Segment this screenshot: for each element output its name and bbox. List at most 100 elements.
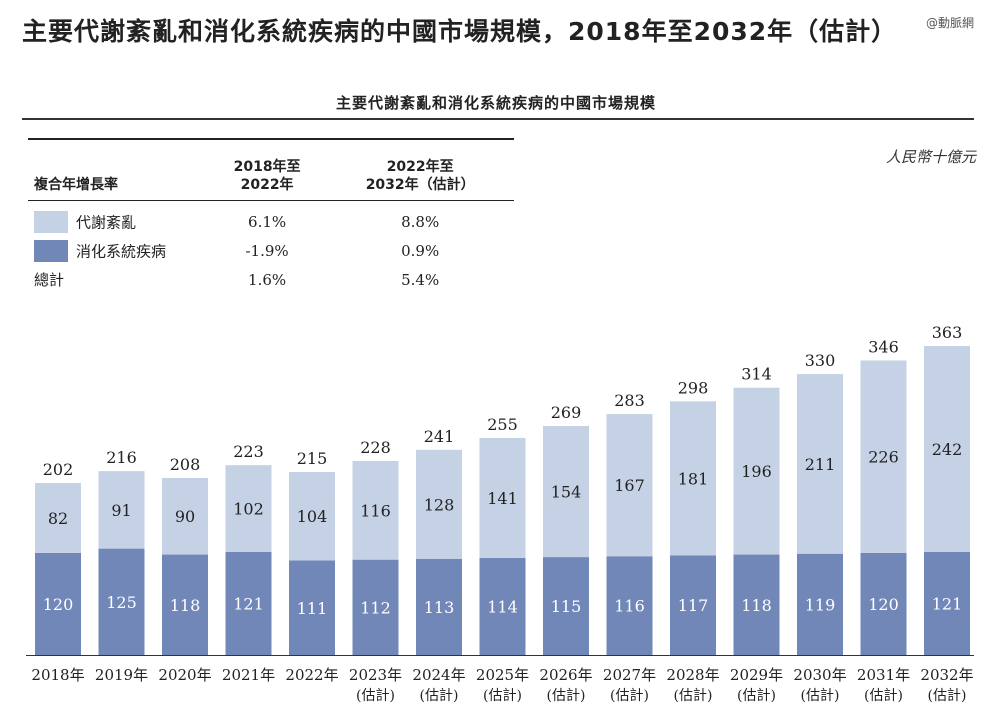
- x-tick-sublabel: (估計): [356, 688, 395, 704]
- bar-metabolic: [543, 426, 589, 558]
- data-label-metabolic: 226: [868, 448, 899, 467]
- data-label-digestive: 117: [678, 596, 709, 615]
- data-label-digestive: 113: [424, 598, 455, 617]
- data-label-digestive: 120: [868, 595, 899, 614]
- x-tick-label: 2020年: [158, 666, 211, 684]
- bar-digestive: [606, 556, 653, 655]
- data-label-total: 346: [868, 337, 899, 356]
- bar-metabolic: [289, 471, 335, 561]
- legend-label: 消化系統疾病: [76, 242, 167, 260]
- x-tick-label: 2030年: [793, 666, 846, 684]
- data-label-metabolic: 181: [678, 469, 709, 488]
- x-tick-label: 2026年: [539, 666, 592, 684]
- bar-digestive: [416, 558, 462, 655]
- x-tick-label: 2025年: [476, 666, 529, 684]
- bar-digestive: [924, 552, 970, 655]
- bar-metabolic: [860, 360, 907, 553]
- table-row: 消化系統疾病 -1.9% 0.9%: [28, 236, 514, 265]
- data-label-total: 298: [678, 378, 709, 397]
- legend-label: 代謝紊亂: [76, 213, 137, 231]
- data-label-total: 330: [805, 351, 836, 370]
- table-header-row: 複合年增長率 2018年至 2022年 2022年至 2032年（估計）: [28, 140, 514, 200]
- data-label-metabolic: 141: [487, 489, 518, 508]
- bar-digestive: [797, 553, 843, 655]
- data-label-metabolic: 128: [424, 495, 455, 514]
- data-label-digestive: 118: [170, 596, 201, 615]
- x-tick-sublabel: (估計): [483, 688, 522, 704]
- x-tick-sublabel: (估計): [801, 688, 840, 704]
- data-label-metabolic: 91: [111, 501, 131, 520]
- unit-label: 人民幣十億元: [885, 148, 976, 166]
- x-tick-label: 2019年: [95, 666, 148, 684]
- cagr-header-period2: 2022年至 2032年（估計）: [326, 158, 514, 194]
- cagr-header-label: 複合年增長率: [34, 177, 118, 193]
- data-label-digestive: 119: [805, 595, 836, 614]
- x-tick-label: 2032年: [920, 666, 973, 684]
- cagr-table: 複合年增長率 2018年至 2022年 2022年至 2032年（估計） 代謝紊…: [28, 138, 514, 294]
- cagr-value: 1.6%: [248, 270, 287, 289]
- bar-digestive: [35, 552, 81, 655]
- bar-digestive: [225, 552, 272, 655]
- data-label-metabolic: 104: [297, 507, 328, 526]
- cagr-header-period2-line2: 2032年（估計）: [365, 177, 475, 193]
- x-tick-label: 2031年: [857, 666, 910, 684]
- data-label-metabolic: 167: [614, 476, 645, 495]
- x-tick-sublabel: (估計): [864, 688, 903, 704]
- data-label-total: 202: [43, 460, 74, 479]
- data-label-digestive: 118: [741, 596, 772, 615]
- x-tick-label: 2018年: [31, 666, 84, 684]
- chart-title: 主要代謝紊亂和消化系統疾病的中國市場規模: [335, 94, 656, 112]
- data-label-metabolic: 90: [175, 507, 195, 526]
- data-label-total: 223: [233, 442, 264, 461]
- bar-digestive: [479, 557, 526, 655]
- data-label-metabolic: 196: [741, 462, 772, 481]
- data-label-digestive: 111: [297, 599, 328, 618]
- data-label-total: 228: [360, 438, 391, 457]
- data-label-digestive: 112: [360, 598, 391, 617]
- watermark: @動脈網: [925, 16, 974, 30]
- bar-metabolic: [733, 387, 780, 555]
- x-tick-sublabel: (估計): [674, 688, 713, 704]
- bar-metabolic: [924, 346, 970, 552]
- data-label-total: 283: [614, 391, 645, 410]
- bar-digestive: [98, 548, 145, 655]
- data-label-digestive: 114: [487, 597, 518, 616]
- x-axis-line: [26, 655, 974, 656]
- bar-metabolic: [797, 374, 843, 554]
- x-tick-label: 2027年: [603, 666, 656, 684]
- data-label-metabolic: 242: [932, 440, 963, 459]
- table-row: 代謝紊亂 6.1% 8.8%: [28, 207, 514, 236]
- data-label-metabolic: 116: [360, 501, 391, 520]
- data-label-total: 363: [932, 323, 963, 342]
- data-label-digestive: 115: [551, 597, 582, 616]
- bar-digestive: [289, 560, 335, 655]
- bar-digestive: [543, 557, 589, 655]
- bar-metabolic: [606, 414, 653, 557]
- data-label-total: 241: [424, 427, 455, 446]
- table-row: 總計 1.6% 5.4%: [28, 265, 514, 294]
- legend-swatch-metabolic: [34, 210, 68, 233]
- table-header-rule: [28, 200, 514, 201]
- chart-title-rule: [22, 118, 974, 120]
- data-label-total: 215: [297, 449, 328, 468]
- bar-metabolic: [225, 465, 272, 552]
- x-tick-sublabel: (估計): [420, 688, 459, 704]
- bar-digestive: [352, 559, 399, 655]
- bar-metabolic: [670, 401, 716, 556]
- bar-digestive: [670, 555, 716, 655]
- data-label-total: 216: [106, 448, 137, 467]
- data-label-metabolic: 102: [233, 500, 264, 519]
- bar-metabolic: [162, 477, 208, 555]
- bar-metabolic: [479, 437, 526, 558]
- bar-digestive: [162, 554, 208, 655]
- x-tick-label: 2022年: [285, 666, 338, 684]
- data-label-metabolic: 82: [48, 509, 68, 528]
- x-tick-sublabel: (估計): [610, 688, 649, 704]
- x-tick-label: 2024年: [412, 666, 465, 684]
- table-top-rule: [28, 138, 514, 140]
- cagr-value: 5.4%: [401, 270, 440, 289]
- cagr-header-period2-line1: 2022年至: [386, 159, 454, 175]
- cagr-value: 6.1%: [248, 212, 287, 231]
- cagr-header-period1: 2018年至 2022年: [208, 158, 327, 194]
